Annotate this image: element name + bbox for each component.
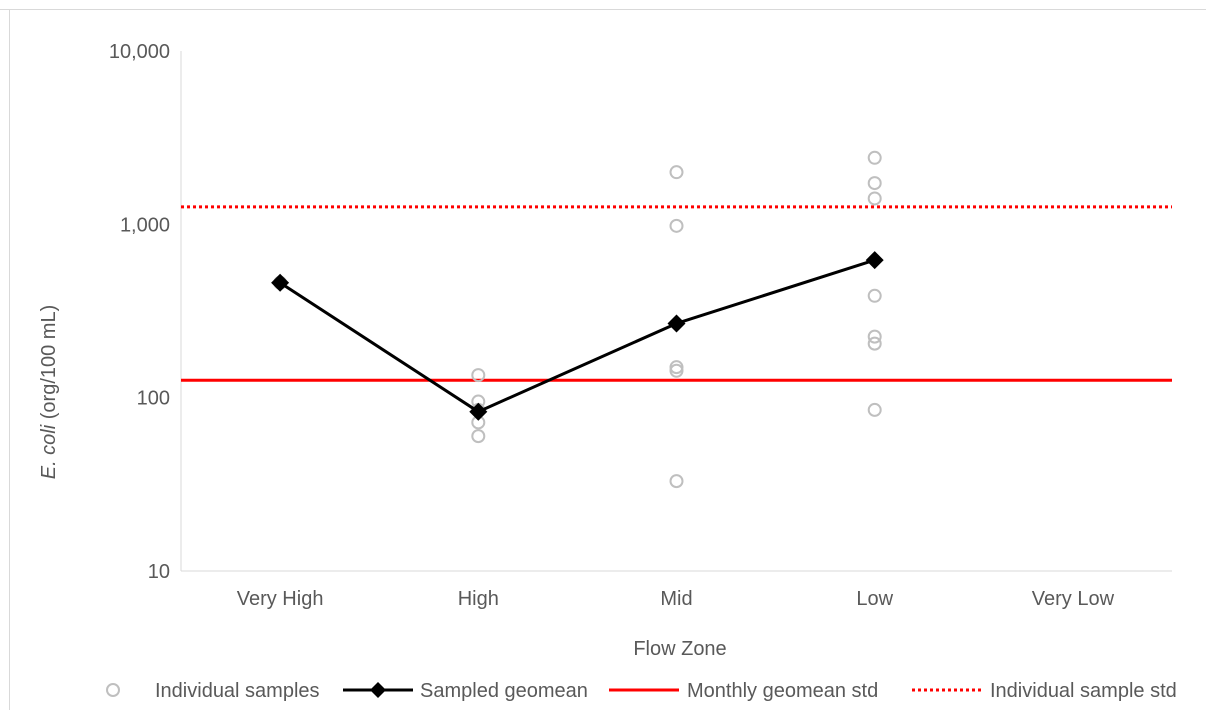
y-tick-label: 100 — [137, 388, 170, 410]
legend-sampled-geomean-label: Sampled geomean — [420, 680, 588, 702]
sampled-geomean-point — [271, 273, 290, 292]
sampled-geomean-point — [469, 402, 488, 421]
legend-individual-samples-label: Individual samples — [155, 680, 320, 702]
individual-sample-point — [669, 363, 684, 378]
y-axis-title-italic: E. coli — [38, 424, 60, 479]
legend-monthly-geomean-std-label: Monthly geomean std — [687, 680, 878, 702]
sampled-geomean-point — [667, 314, 686, 333]
individual-sample-point — [867, 176, 882, 191]
y-axis-title-units: (org/100 mL) — [38, 305, 60, 425]
y-tick-label: 1,000 — [120, 214, 170, 236]
individual-sample-point — [471, 368, 486, 383]
legend-sampled-geomean-marker — [370, 682, 386, 698]
sampled-geomean-line — [279, 258, 876, 414]
x-tick-label: High — [458, 588, 499, 610]
y-tick-label: 10,000 — [109, 41, 170, 63]
x-tick-label: Low — [856, 588, 893, 610]
individual-sample-point — [669, 474, 684, 489]
y-axis-title: E. coli (org/100 mL) — [38, 305, 60, 480]
legend: Individual samples Sampled geomean Monthly… — [106, 680, 1177, 702]
x-tick-label: Very High — [237, 588, 324, 610]
legend-individual-samples-marker — [106, 683, 120, 697]
individual-sample-point — [669, 165, 684, 180]
plot-area: 10 100 1,000 10,000 Very High High Mid Low Very … — [109, 41, 1172, 610]
individual-sample-point — [669, 218, 684, 233]
x-axis-title: Flow Zone — [633, 638, 726, 660]
individual-sample-point — [867, 150, 882, 165]
individual-sample-point — [867, 288, 882, 303]
sampled-geomean-point — [865, 251, 884, 270]
x-tick-label: Mid — [660, 588, 692, 610]
individual-sample-point — [867, 336, 882, 351]
individual-sample-point — [867, 329, 882, 344]
x-tick-label: Very Low — [1032, 588, 1115, 610]
individual-sample-point — [867, 402, 882, 417]
legend-individual-sample-std-label: Individual sample std — [990, 680, 1177, 702]
individual-sample-point — [471, 429, 486, 444]
individual-sample-point — [867, 191, 882, 206]
y-tick-label: 10 — [148, 561, 170, 583]
